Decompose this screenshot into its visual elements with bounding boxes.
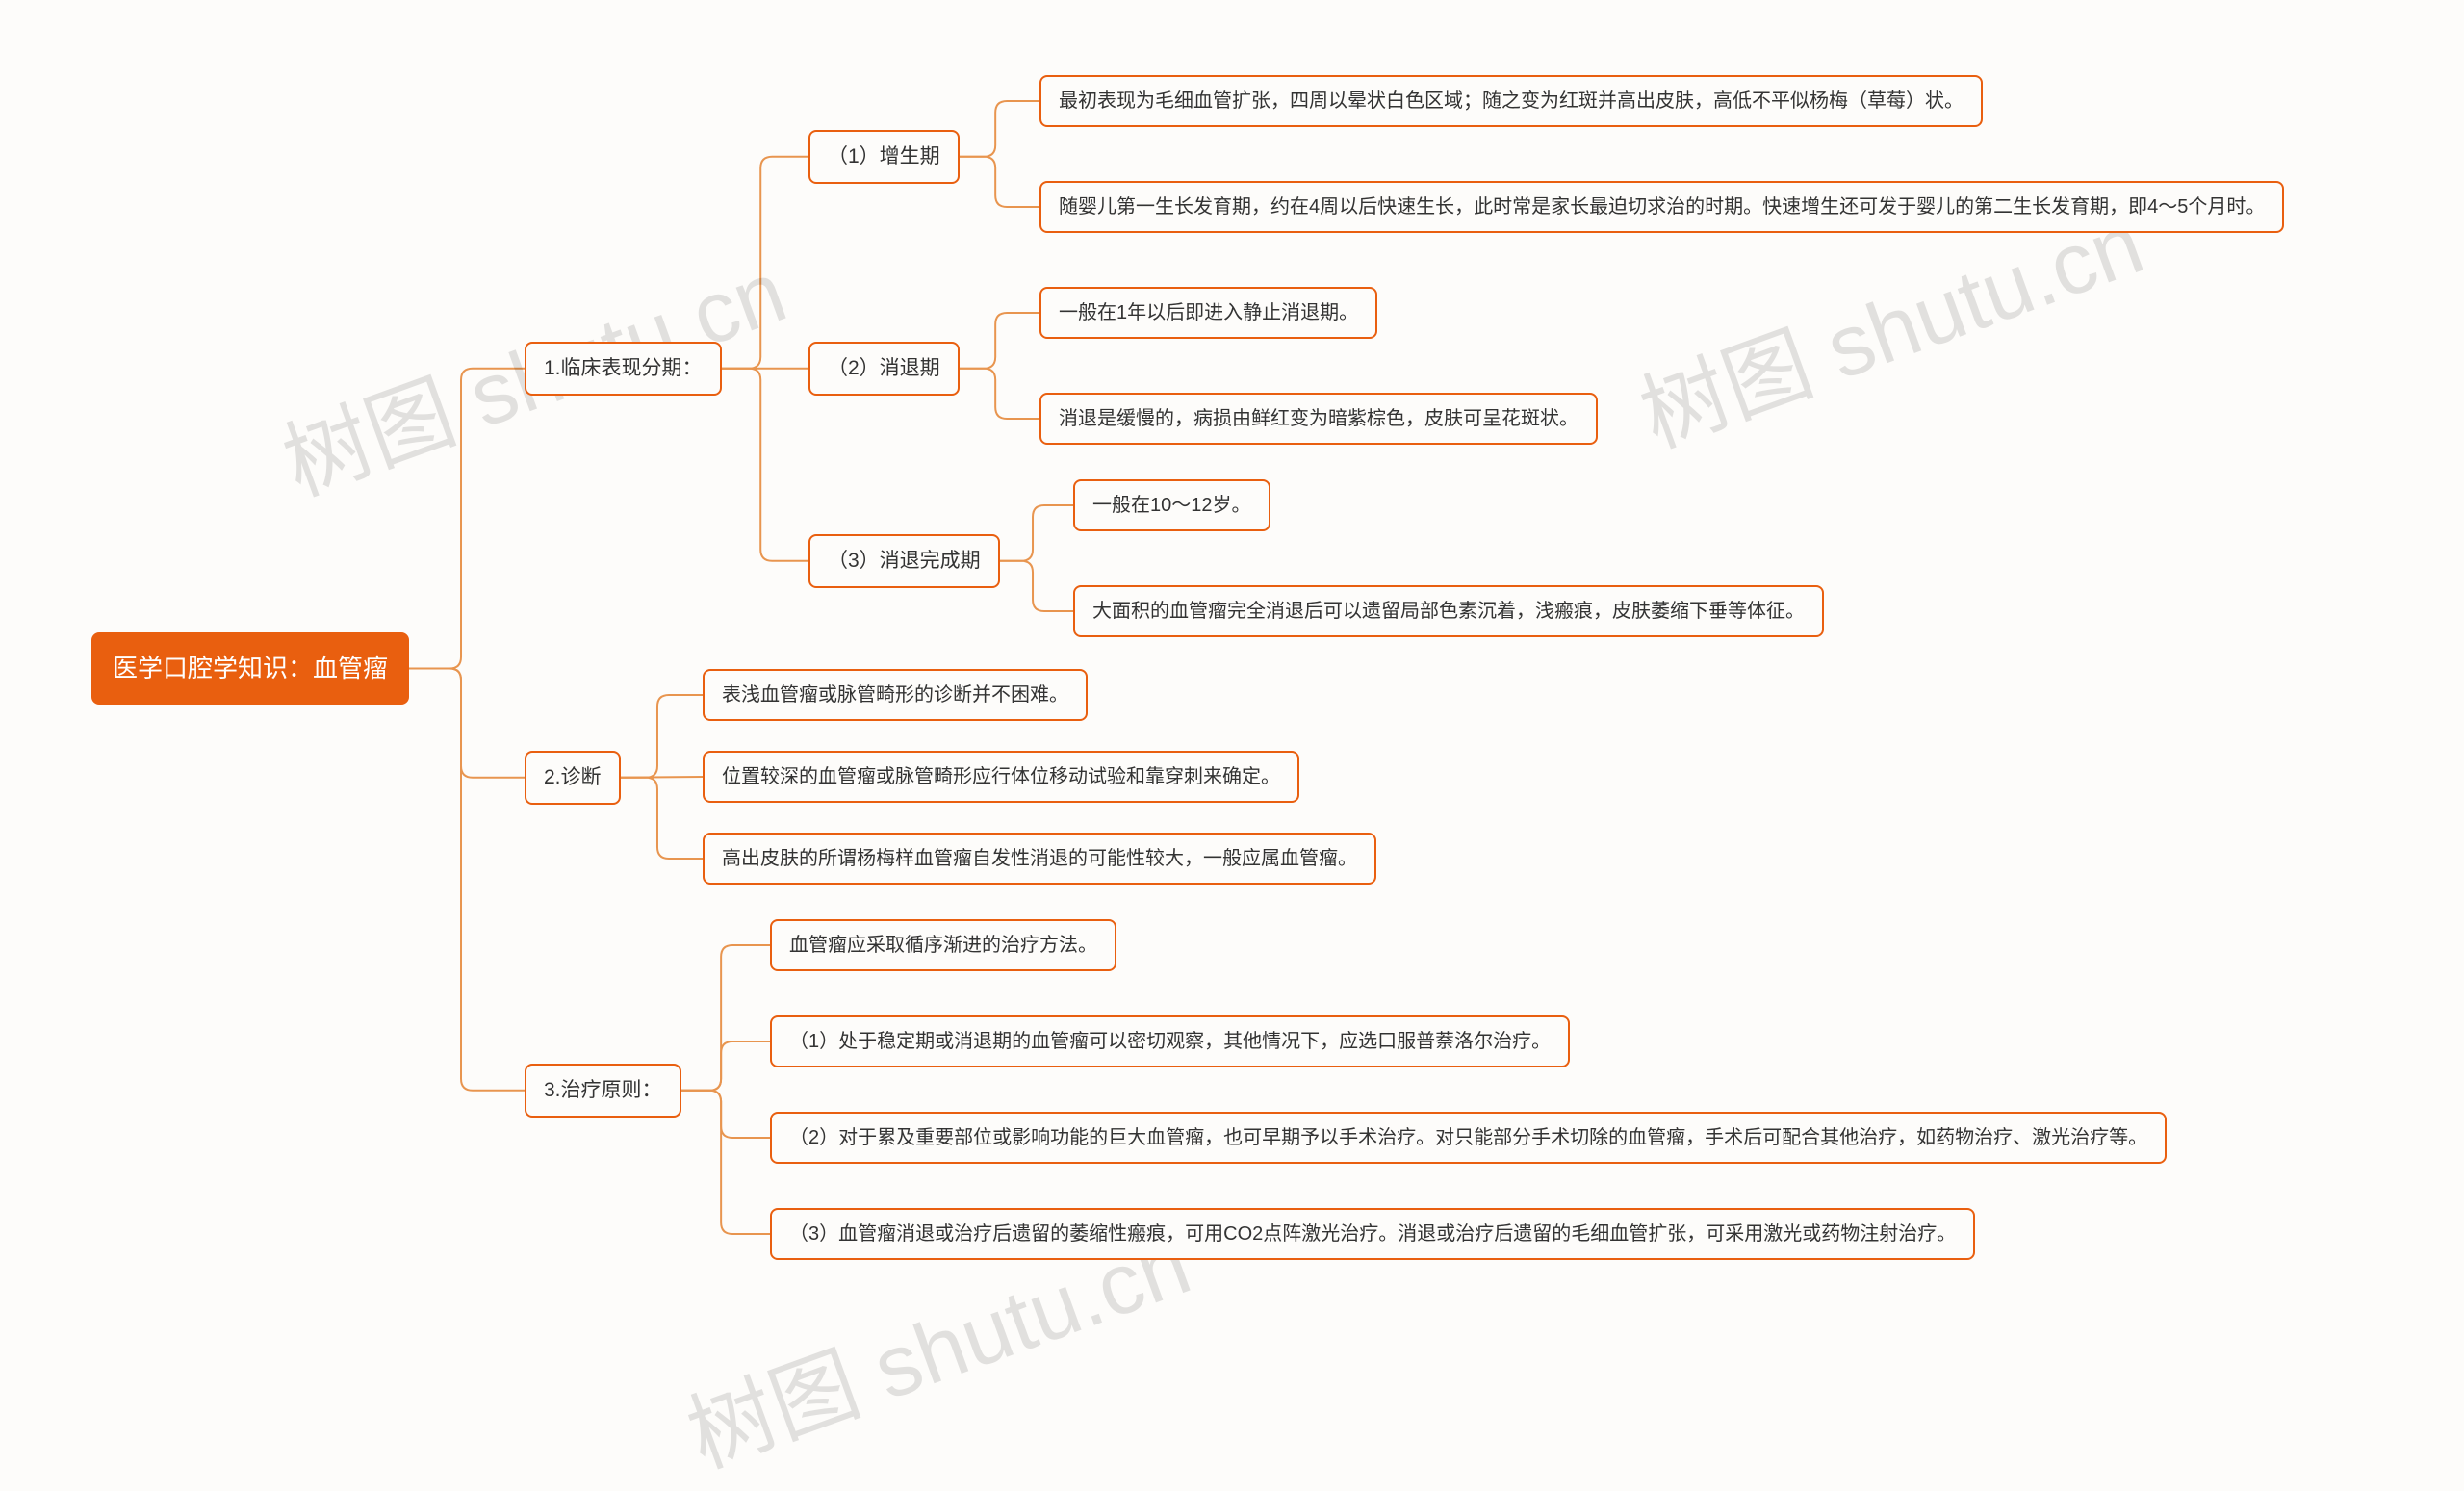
leaf-node[interactable]: 表浅血管瘤或脉管畸形的诊断并不困难。 [703,669,1088,721]
branch-diagnosis[interactable]: 2.诊断 [525,751,621,805]
leaf-node[interactable]: 血管瘤应采取循序渐进的治疗方法。 [770,919,1116,971]
mindmap-canvas: 树图 shutu.cn 树图 shutu.cn 树图 shutu.cn 医学口腔… [0,0,2464,1354]
branch-completion-phase[interactable]: （3）消退完成期 [808,534,1000,588]
leaf-node[interactable]: 位置较深的血管瘤或脉管畸形应行体位移动试验和靠穿刺来确定。 [703,751,1299,803]
leaf-node[interactable]: 高出皮肤的所谓杨梅样血管瘤自发性消退的可能性较大，一般应属血管瘤。 [703,833,1376,885]
leaf-node[interactable]: 一般在1年以后即进入静止消退期。 [1040,287,1377,339]
branch-treatment[interactable]: 3.治疗原则： [525,1064,681,1118]
leaf-node[interactable]: （3）血管瘤消退或治疗后遗留的萎缩性瘢痕，可用CO2点阵激光治疗。消退或治疗后遗… [770,1208,1975,1260]
leaf-node[interactable]: 大面积的血管瘤完全消退后可以遗留局部色素沉着，浅瘢痕，皮肤萎缩下垂等体征。 [1073,585,1824,637]
branch-proliferation-phase[interactable]: （1）增生期 [808,130,960,184]
branch-regression-phase[interactable]: （2）消退期 [808,342,960,396]
root-node[interactable]: 医学口腔学知识：血管瘤 [91,632,409,705]
leaf-node[interactable]: 随婴儿第一生长发育期，约在4周以后快速生长，此时常是家长最迫切求治的时期。快速增… [1040,181,2284,233]
leaf-node[interactable]: （2）对于累及重要部位或影响功能的巨大血管瘤，也可早期予以手术治疗。对只能部分手… [770,1112,2167,1164]
leaf-node[interactable]: （1）处于稳定期或消退期的血管瘤可以密切观察，其他情况下，应选口服普萘洛尔治疗。 [770,1015,1570,1067]
leaf-node[interactable]: 一般在10～12岁。 [1073,479,1270,531]
leaf-node[interactable]: 最初表现为毛细血管扩张，四周以晕状白色区域；随之变为红斑并高出皮肤，高低不平似杨… [1040,75,1983,127]
branch-clinical-stages[interactable]: 1.临床表现分期： [525,342,722,396]
leaf-node[interactable]: 消退是缓慢的，病损由鲜红变为暗紫棕色，皮肤可呈花斑状。 [1040,393,1598,445]
